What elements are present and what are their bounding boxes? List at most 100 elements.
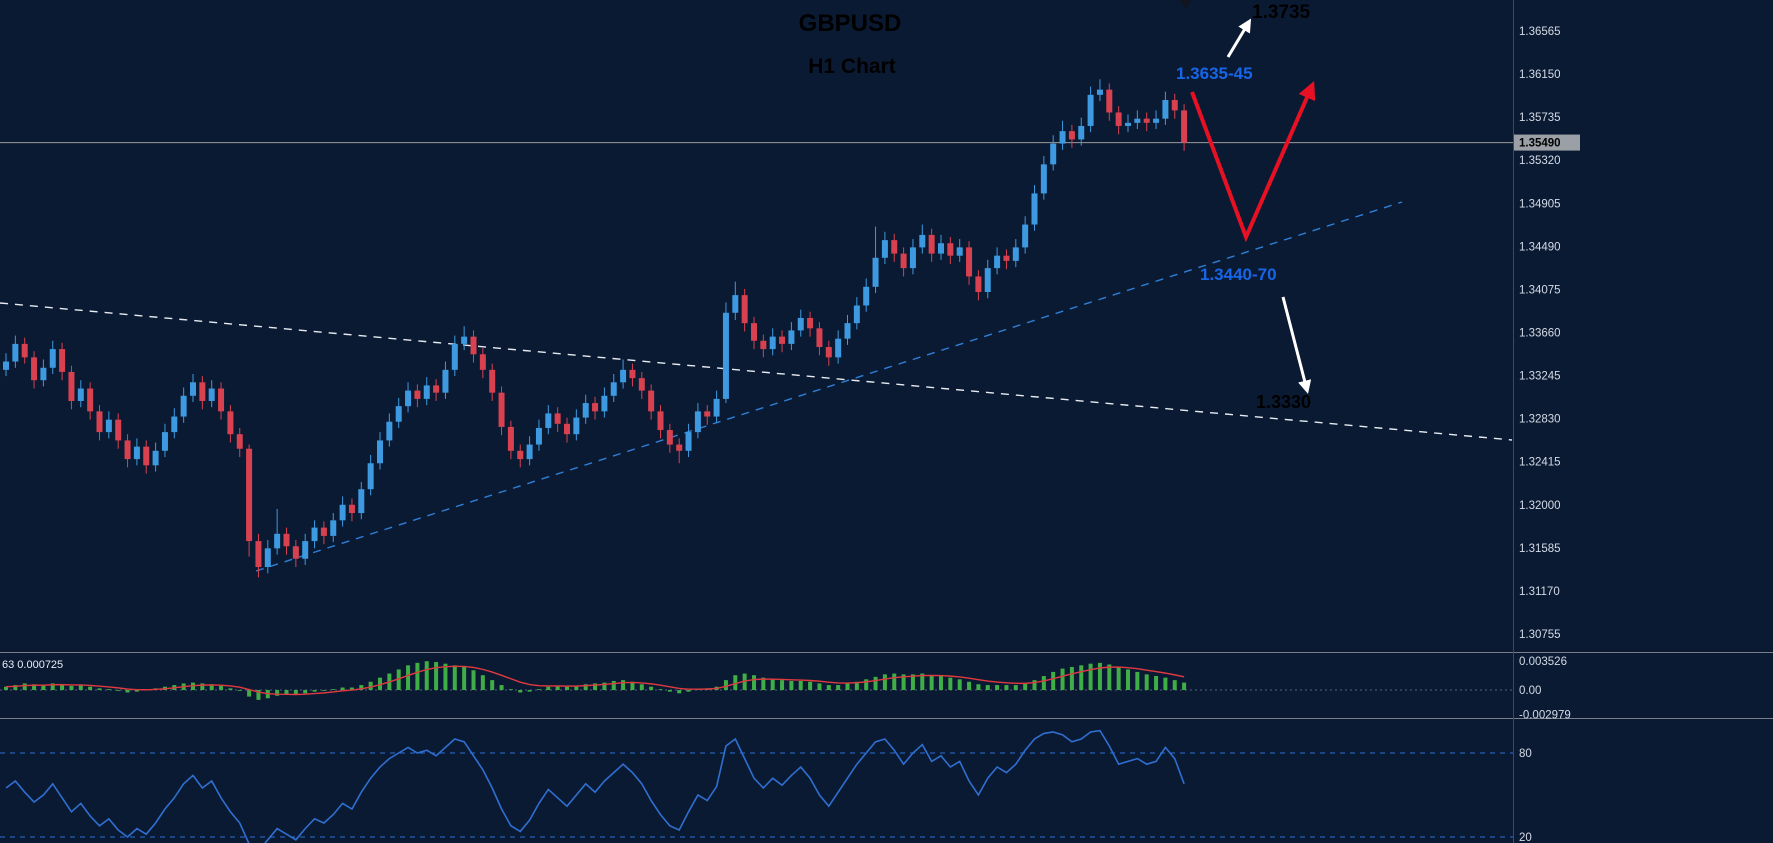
macd-histogram-bar [312, 690, 317, 692]
price-axis-label[interactable]: 1.34490 [1519, 241, 1561, 253]
macd-histogram-bar [733, 675, 738, 690]
price-axis-label[interactable]: 1.35735 [1519, 112, 1561, 124]
candle-body [582, 403, 589, 418]
candle-body [115, 419, 122, 441]
price-axis-label[interactable]: 1.31585 [1519, 543, 1561, 555]
macd-histogram-bar [583, 684, 588, 690]
white-arrow-down-arrow [1281, 296, 1312, 394]
candle-body [199, 382, 206, 401]
red-pullback-path-arrow [1190, 81, 1316, 243]
macd-histogram-bar [826, 685, 831, 690]
macd-histogram-bar [770, 679, 775, 690]
candle-body [713, 398, 720, 417]
candle-body [274, 533, 281, 549]
price-axis-label[interactable]: 1.35320 [1519, 155, 1561, 167]
candle-body [732, 295, 739, 313]
candle-body [49, 349, 56, 368]
candle-body [433, 385, 440, 393]
current-price-box [1514, 134, 1580, 151]
stoch-level-label[interactable]: 20 [1519, 832, 1532, 843]
macd-histogram-bar [910, 674, 915, 690]
candle-body [666, 430, 673, 445]
price-axis-label[interactable]: 1.32000 [1519, 500, 1561, 512]
macd-histogram-bar [284, 690, 289, 695]
candle-body [1171, 100, 1178, 111]
candle-body [442, 369, 449, 393]
macd-histogram-bar [1154, 676, 1159, 690]
price-axis-label[interactable]: 1.36150 [1519, 69, 1561, 81]
price-axis-label[interactable]: 1.32830 [1519, 414, 1561, 426]
annotation-upside-target: 1.3735 [1252, 2, 1311, 23]
macd-histogram-bar [237, 690, 242, 691]
stoch-level-label[interactable]: 80 [1519, 748, 1532, 760]
macd-histogram-bar [116, 690, 121, 691]
macd-histogram-bar [1135, 671, 1140, 690]
candle-body [1031, 193, 1038, 225]
macd-histogram-bar [854, 681, 859, 690]
chart-symbol-title: GBPUSD [798, 10, 902, 37]
candle-body [12, 343, 19, 362]
candle-body [40, 367, 47, 381]
macd-histogram-bar [976, 684, 981, 690]
candle-body [1125, 122, 1131, 126]
macd-histogram-bar [1051, 671, 1056, 690]
candle-body [517, 450, 524, 460]
candle-body [835, 338, 842, 358]
chart-timeframe-title: H1 Chart [808, 55, 896, 78]
macd-histogram-bar [219, 685, 224, 690]
candle-body [1106, 89, 1113, 113]
candle-body [339, 504, 346, 521]
price-axis-label[interactable]: 1.31170 [1519, 586, 1560, 598]
candle-body [68, 371, 75, 401]
candle-body [545, 413, 552, 428]
candle-body [638, 378, 645, 391]
macd-histogram-bar [948, 677, 953, 690]
price-axis-label[interactable]: 1.34905 [1519, 198, 1561, 210]
macd-histogram-bar [1041, 676, 1046, 690]
macd-histogram-bar [602, 682, 607, 690]
macd-histogram-bar [200, 683, 205, 690]
candle-body [984, 268, 991, 293]
candle-body [461, 336, 468, 344]
macd-histogram-bar [415, 662, 420, 690]
candle-body [704, 411, 711, 417]
ascending-support-trendline[interactable] [255, 201, 1403, 572]
macd-histogram-bar [555, 685, 560, 690]
price-axis-label[interactable]: 1.33245 [1519, 371, 1561, 383]
candle-body [601, 395, 608, 412]
macd-histogram-bar [78, 685, 83, 690]
macd-histogram-bar [1182, 682, 1187, 690]
candle-body [825, 347, 832, 358]
descending-resistance-trendline[interactable] [0, 302, 1513, 441]
candle-body [610, 382, 617, 396]
candle-body [1012, 247, 1019, 261]
candle-body [994, 255, 1001, 269]
candle-body [853, 305, 860, 324]
macd-histogram-bar [256, 690, 261, 700]
candle-body [1096, 89, 1103, 95]
candle-body [414, 390, 421, 399]
candle-body [947, 243, 954, 256]
macd-axis-label[interactable]: 0.003526 [1519, 656, 1567, 668]
candle-body [676, 444, 683, 451]
price-axis-label[interactable]: 1.34075 [1519, 284, 1561, 296]
macd-axis-label[interactable]: 0.00 [1519, 685, 1541, 697]
macd-histogram-bar [97, 688, 102, 690]
price-axis-label[interactable]: 1.36565 [1519, 26, 1561, 38]
candle-body [3, 361, 9, 370]
price-axis-label[interactable]: 1.30755 [1519, 629, 1561, 641]
candle-body [956, 247, 963, 256]
candle-body [470, 336, 477, 355]
candle-body [909, 247, 916, 269]
candle-body [451, 343, 458, 370]
macd-histogram-bar [1126, 669, 1130, 690]
candle-body [143, 446, 150, 466]
candle-body [498, 392, 505, 427]
price-axis-label[interactable]: 1.33660 [1519, 327, 1561, 339]
current-price-label: 1.35490 [1519, 138, 1561, 150]
price-axis-label[interactable]: 1.32415 [1519, 457, 1561, 469]
candle-body [489, 369, 496, 393]
macd-axis-label[interactable]: -0.002979 [1519, 710, 1571, 722]
